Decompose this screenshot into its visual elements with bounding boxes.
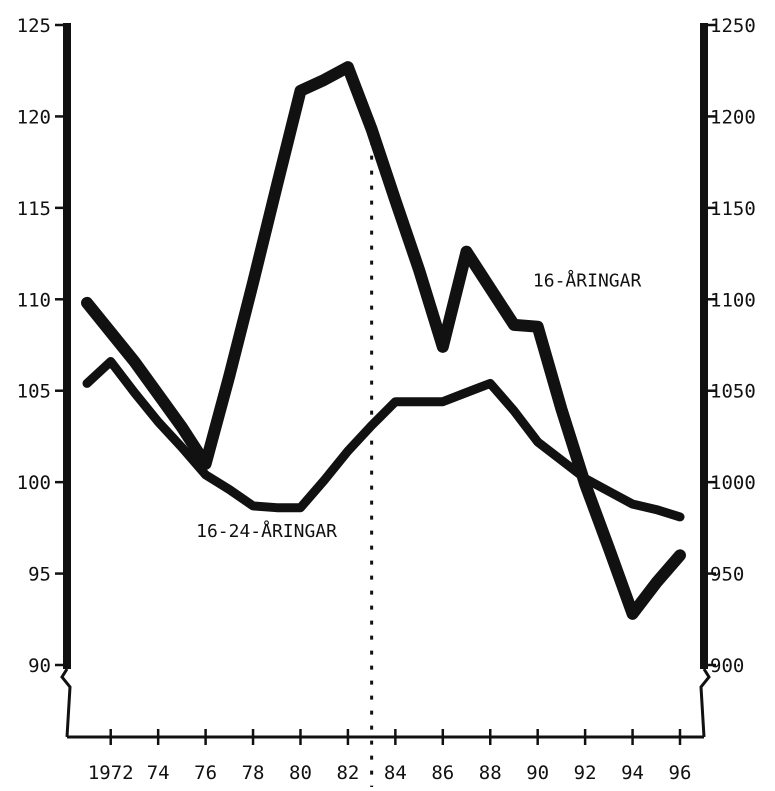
x-tick-label: 78: [242, 762, 265, 784]
axes-layer: [55, 23, 716, 787]
x-tick-label: 1972: [88, 762, 134, 784]
y-right-tick-label: 1200: [710, 106, 756, 128]
series-label-1: 16-ÅRINGAR: [533, 269, 642, 291]
y-left-tick-label: 120: [17, 106, 51, 128]
x-tick-label: 76: [194, 762, 217, 784]
x-tick-label: 88: [479, 762, 502, 784]
x-tick-label: 96: [669, 762, 692, 784]
y-left-tick-label: 90: [28, 655, 51, 677]
y-right-tick-label: 950: [710, 564, 744, 586]
y-right-tick-label: 1100: [710, 289, 756, 311]
series-label-2: 16-24-ÅRINGAR: [196, 520, 337, 542]
y-left-tick-label: 95: [28, 564, 51, 586]
x-tick-label: 92: [574, 762, 597, 784]
x-tick-label: 80: [289, 762, 312, 784]
x-tick-label: 86: [431, 762, 454, 784]
y-right-tick-label: 1150: [710, 198, 756, 220]
y-right-tick-label: 1250: [710, 15, 756, 37]
y-right-tick-label: 900: [710, 655, 744, 677]
y-left-tick-label: 110: [17, 289, 51, 311]
y-left-tick-label: 125: [17, 15, 51, 37]
x-tick-label: 94: [621, 762, 644, 784]
labels-layer: 90 95 100 105 110 115 120 125 900 950 1000 1050 1100…: [17, 15, 756, 784]
y-right-tick-label: 1000: [710, 472, 756, 494]
series-layer: [81, 61, 686, 620]
y-left-tick-label: 105: [17, 381, 51, 403]
y-axis-left-break: [60, 668, 72, 738]
x-tick-label: 90: [526, 762, 549, 784]
series-line-1: [81, 61, 686, 620]
y-right-tick-label: 1050: [710, 381, 756, 403]
y-left-tick-label: 115: [17, 198, 51, 220]
y-axis-right-break: [699, 668, 711, 738]
x-tick-label: 74: [147, 762, 170, 784]
series-line-2: [82, 357, 685, 522]
y-left-tick-label: 100: [17, 472, 51, 494]
x-tick-label: 82: [336, 762, 359, 784]
x-tick-label: 84: [384, 762, 407, 784]
